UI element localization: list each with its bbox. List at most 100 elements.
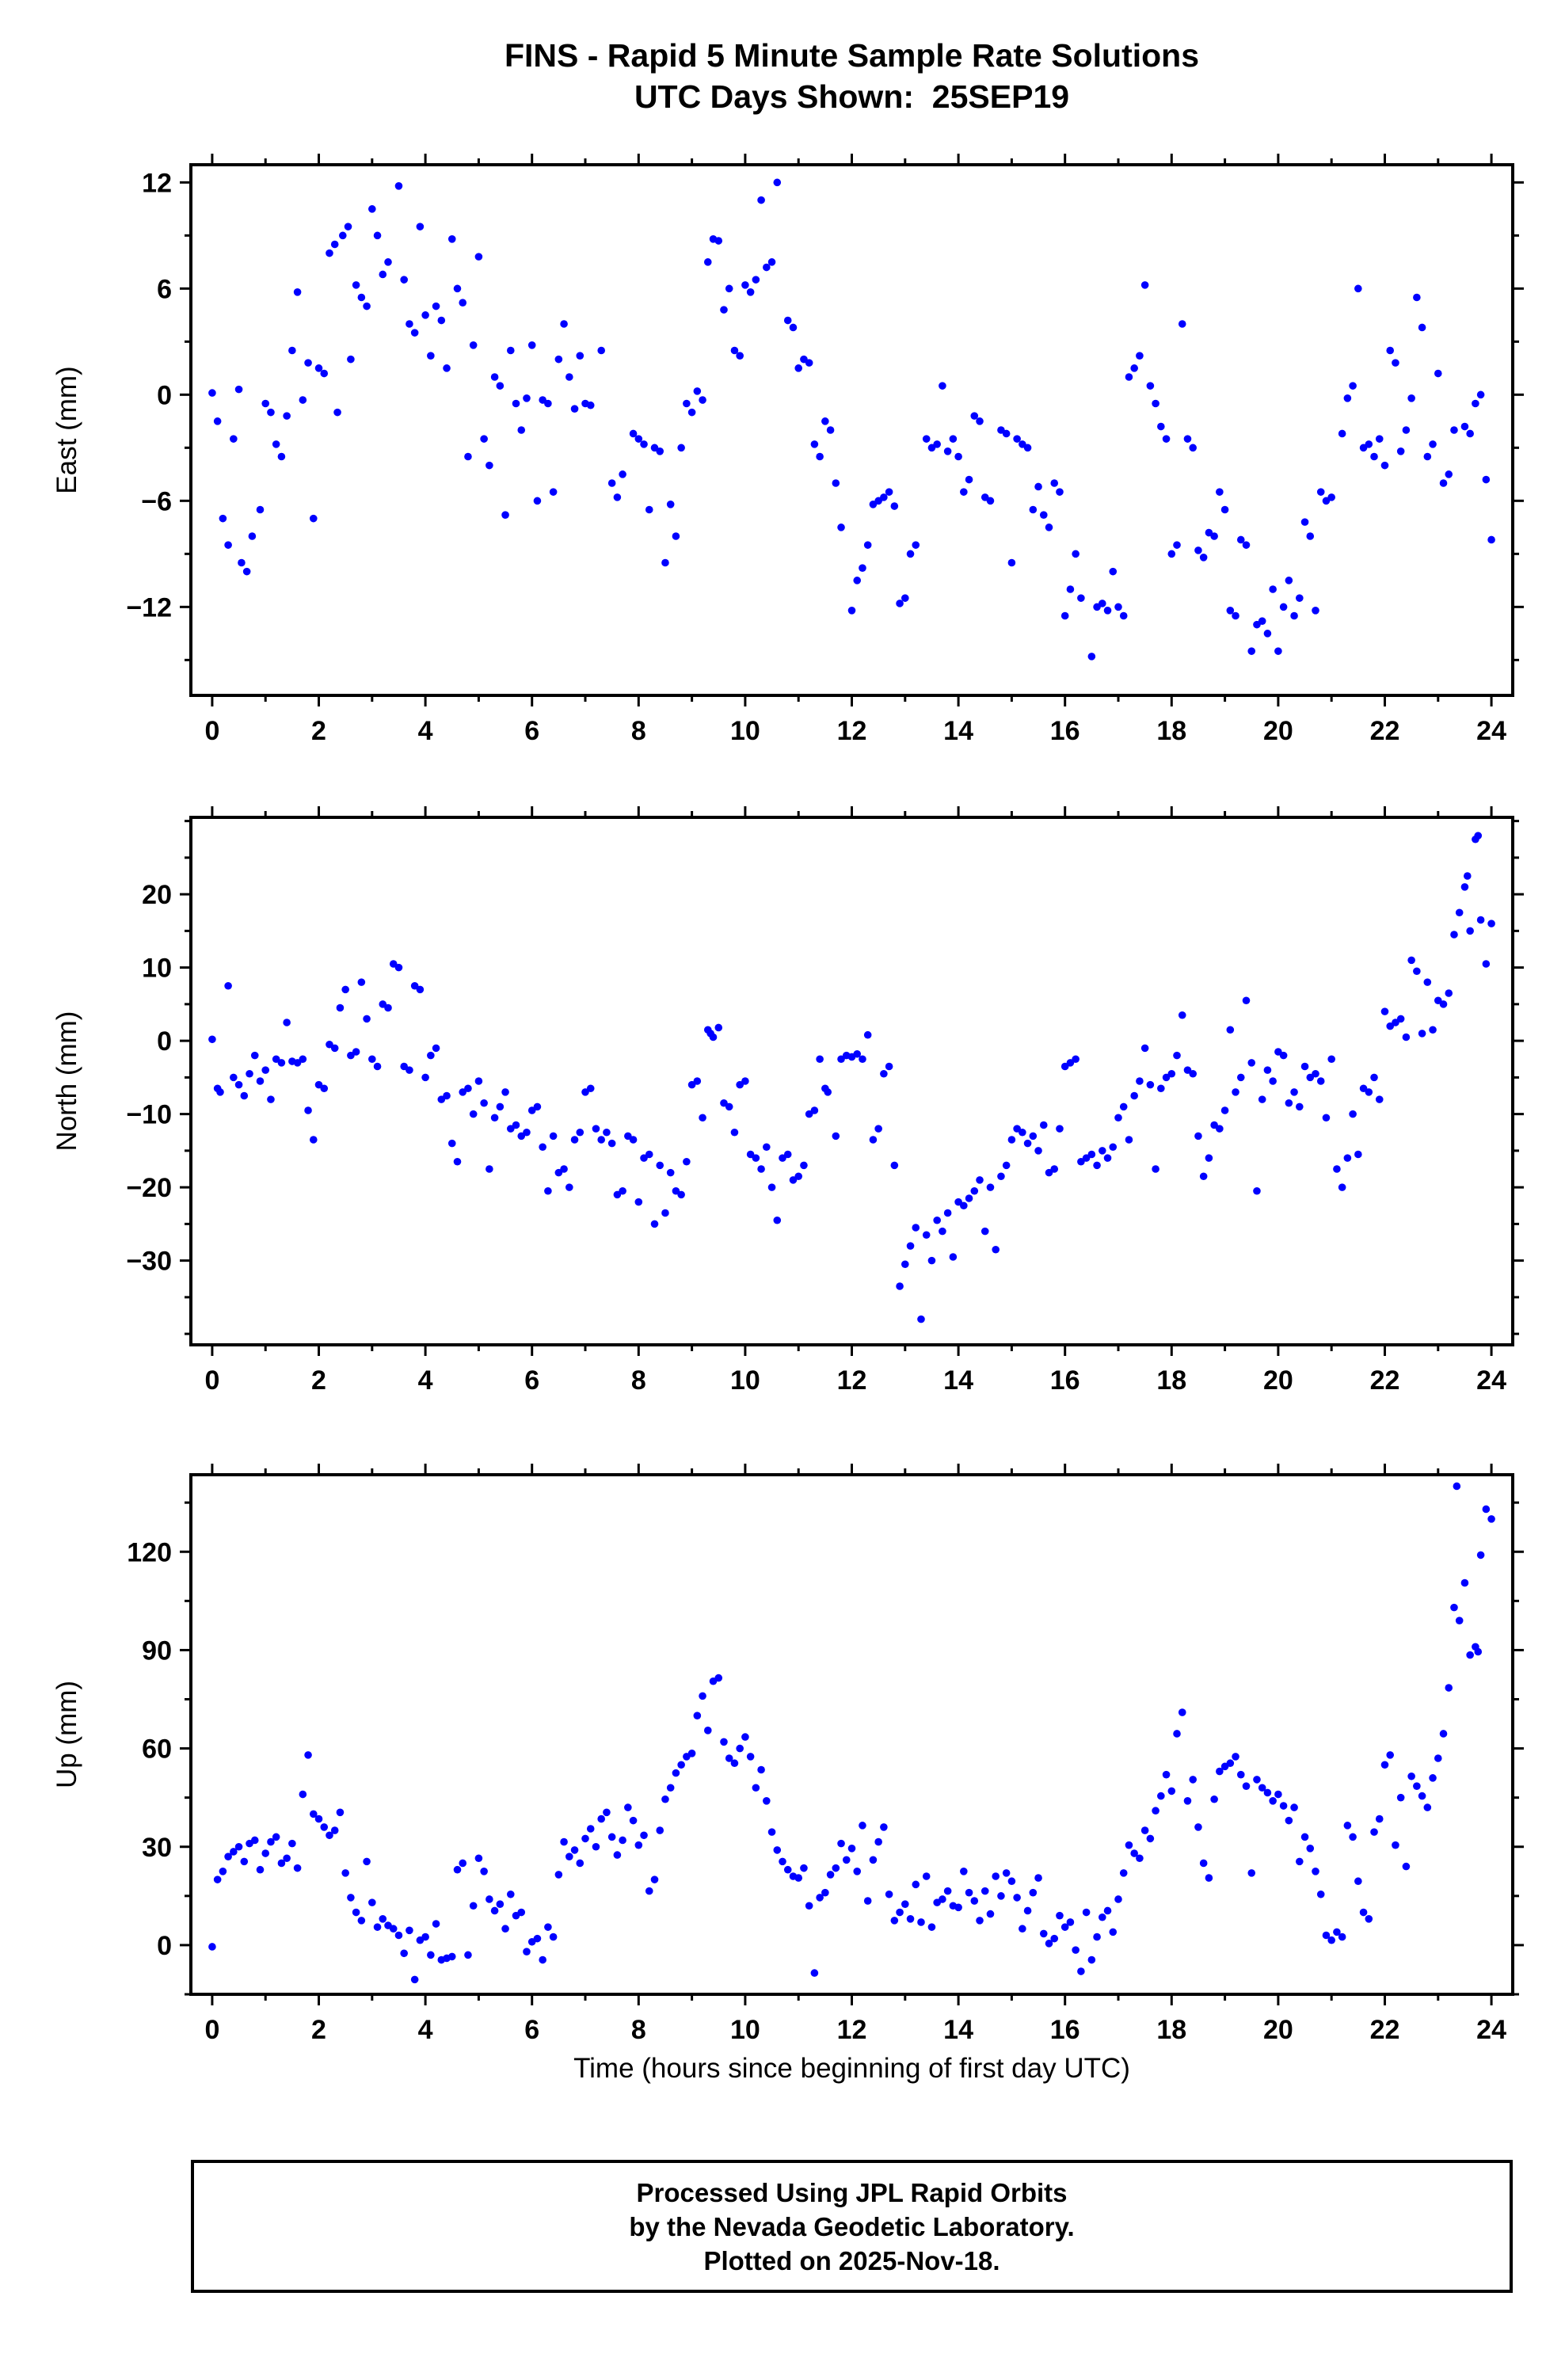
data-point xyxy=(234,385,243,394)
data-point xyxy=(714,1674,723,1682)
data-point xyxy=(1312,1867,1319,1875)
data-point xyxy=(283,1854,291,1863)
x-tick-label: 16 xyxy=(1050,1365,1080,1396)
data-point xyxy=(480,1867,488,1875)
data-point xyxy=(1258,1095,1266,1103)
data-point xyxy=(880,1069,888,1078)
data-point xyxy=(480,435,488,443)
x-tick-label: 12 xyxy=(837,2015,867,2045)
data-point xyxy=(703,1727,712,1735)
data-point xyxy=(773,1846,782,1854)
data-point xyxy=(1423,978,1432,986)
data-point xyxy=(570,405,579,413)
data-point xyxy=(687,408,696,417)
data-point xyxy=(1157,422,1165,431)
x-tick-label: 18 xyxy=(1156,1365,1186,1396)
data-point xyxy=(645,1887,653,1895)
data-point xyxy=(1029,1132,1038,1140)
x-tick-label: 24 xyxy=(1476,2015,1506,2045)
data-point xyxy=(512,1121,520,1129)
data-point xyxy=(267,408,275,417)
data-point xyxy=(1263,1788,1272,1797)
data-point xyxy=(368,1055,376,1064)
data-point xyxy=(501,511,509,519)
data-point xyxy=(1253,1186,1261,1195)
data-point xyxy=(1034,1874,1042,1882)
data-point xyxy=(901,1900,909,1908)
data-point xyxy=(1103,1154,1112,1162)
data-point xyxy=(341,1869,349,1877)
data-point xyxy=(986,497,995,505)
data-point xyxy=(863,1897,872,1905)
data-point xyxy=(1146,1834,1155,1843)
data-point xyxy=(314,1080,323,1089)
data-point xyxy=(1375,435,1384,443)
data-point xyxy=(1445,470,1453,478)
data-point xyxy=(341,985,349,994)
data-point xyxy=(1236,1770,1245,1779)
data-point xyxy=(699,396,706,404)
data-point xyxy=(368,205,376,213)
data-point xyxy=(1474,1647,1483,1656)
data-point xyxy=(1439,1730,1448,1738)
data-point xyxy=(1450,426,1458,434)
data-point xyxy=(1487,1515,1495,1523)
data-point xyxy=(613,493,622,501)
data-point xyxy=(1167,1069,1176,1078)
data-point xyxy=(1269,1077,1277,1085)
data-point xyxy=(379,1915,387,1923)
data-point xyxy=(752,276,760,284)
data-point xyxy=(230,435,238,443)
data-point xyxy=(613,1190,622,1199)
data-point xyxy=(1019,1925,1026,1933)
data-point xyxy=(1220,1106,1229,1114)
data-point xyxy=(309,514,318,523)
data-point xyxy=(880,493,888,501)
data-point xyxy=(597,346,605,355)
data-point xyxy=(224,981,232,990)
data-point xyxy=(1482,960,1491,968)
data-point xyxy=(469,341,478,349)
data-point xyxy=(1232,611,1239,620)
data-point xyxy=(1322,1931,1331,1940)
data-point xyxy=(853,1867,862,1875)
data-point xyxy=(1418,1792,1426,1800)
data-point xyxy=(565,1183,573,1191)
data-point xyxy=(1114,603,1122,611)
data-point xyxy=(885,1062,893,1071)
data-point xyxy=(1476,916,1485,924)
data-point xyxy=(213,1875,222,1883)
data-point xyxy=(330,240,339,249)
data-point xyxy=(539,1955,546,1964)
data-point xyxy=(1386,1022,1395,1030)
data-point xyxy=(501,1925,509,1933)
data-point xyxy=(581,1088,589,1096)
data-point xyxy=(554,1168,563,1177)
data-point xyxy=(1402,426,1411,434)
data-point xyxy=(832,1132,840,1140)
data-point xyxy=(1396,1793,1405,1802)
data-point xyxy=(1474,832,1483,840)
data-point xyxy=(634,1198,643,1206)
y-tick-label: 0 xyxy=(157,1931,172,1961)
data-point xyxy=(1060,1062,1069,1071)
data-point xyxy=(1476,390,1485,399)
x-tick-label: 0 xyxy=(204,716,219,746)
data-point xyxy=(437,1095,446,1103)
data-point xyxy=(1349,1833,1357,1841)
data-point xyxy=(1349,382,1357,390)
y-tick-label: 90 xyxy=(142,1636,172,1666)
data-point xyxy=(1487,535,1495,544)
data-point xyxy=(970,1897,979,1905)
data-point xyxy=(326,1040,333,1049)
data-point xyxy=(277,1059,286,1067)
data-point xyxy=(288,346,296,355)
data-point xyxy=(1296,1102,1304,1111)
data-point xyxy=(1327,1936,1335,1944)
data-point xyxy=(1487,920,1495,927)
data-point xyxy=(939,1227,946,1236)
data-point xyxy=(1178,1708,1186,1716)
data-point xyxy=(1114,1895,1122,1903)
data-point xyxy=(1099,1147,1106,1155)
data-point xyxy=(248,532,257,540)
